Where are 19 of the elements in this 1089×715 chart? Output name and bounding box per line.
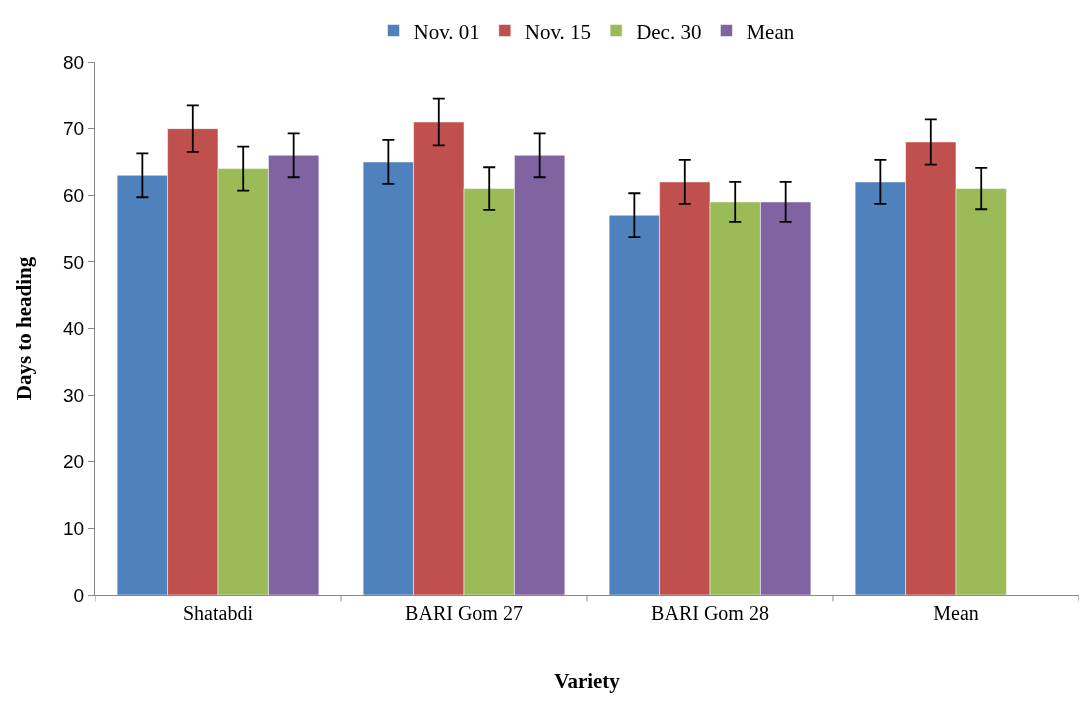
y-tick-label: 40 xyxy=(63,318,85,340)
x-tick-label: Shatabdi xyxy=(183,602,254,624)
legend-label: Dec. 30 xyxy=(636,19,702,44)
y-tick-label: 10 xyxy=(63,518,85,540)
y-tick-label: 0 xyxy=(73,584,85,606)
x-tick-label: Mean xyxy=(933,602,979,624)
y-tick-label: 50 xyxy=(63,251,85,273)
y-axis-title: Days to heading xyxy=(12,256,37,401)
y-tick-label: 60 xyxy=(63,184,85,206)
y-tick-label: 20 xyxy=(63,451,85,473)
legend-label: Mean xyxy=(746,19,795,44)
legend-label: Nov. 01 xyxy=(413,19,480,44)
y-tick-label: 80 xyxy=(63,51,85,73)
x-tick-label: BARI Gom 28 xyxy=(651,602,769,624)
legend-label: Nov. 15 xyxy=(524,19,592,44)
y-tick-label: 30 xyxy=(63,384,85,406)
y-tick-label: 70 xyxy=(63,118,85,140)
x-tick-label: BARI Gom 27 xyxy=(405,602,523,624)
x-axis-title: Variety xyxy=(554,669,621,694)
